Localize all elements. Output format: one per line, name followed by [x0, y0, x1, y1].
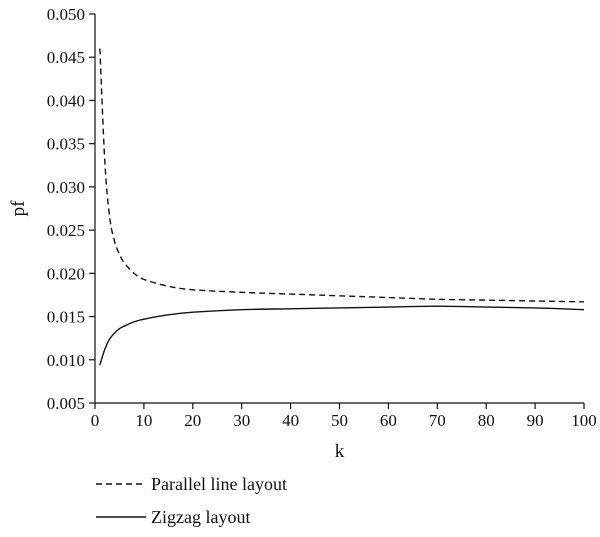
- y-tick-label: 0.030: [47, 178, 85, 197]
- y-tick-label: 0.020: [47, 264, 85, 283]
- y-axis-title: pf: [8, 200, 29, 217]
- y-tick-label: 0.025: [47, 221, 85, 240]
- y-tick-label: 0.040: [47, 91, 85, 110]
- y-tick-label: 0.010: [47, 351, 85, 370]
- series-zigzag-layout: [99, 305, 585, 366]
- x-axis-title: k: [335, 441, 345, 462]
- y-tick-label: 0.005: [47, 394, 85, 413]
- x-tick-label: 30: [233, 411, 250, 430]
- y-axis-ticks: 0.005 0.010 0.015 0.020 0.025 0.030 0.035 0.040…: [47, 5, 95, 413]
- x-axis-ticks: 0 10 20 30 40 50 60 70 80 90 100: [91, 403, 597, 430]
- y-tick-label: 0.045: [47, 48, 85, 67]
- legend-label-zigzag-layout: Zigzag layout: [151, 507, 250, 527]
- x-tick-label: 20: [184, 411, 201, 430]
- x-tick-label: 100: [571, 411, 597, 430]
- x-tick-label: 40: [282, 411, 299, 430]
- x-tick-label: 70: [429, 411, 446, 430]
- y-tick-label: 0.050: [47, 5, 85, 24]
- plot-area: [94, 14, 584, 404]
- y-tick-label: 0.035: [47, 135, 85, 154]
- y-tick-label: 0.015: [47, 308, 85, 327]
- x-tick-label: 0: [91, 411, 100, 430]
- series-parallel-line-layout: [99, 48, 585, 303]
- x-tick-label: 80: [478, 411, 495, 430]
- legend: Parallel line layout Zigzag layout: [96, 474, 287, 527]
- x-tick-label: 90: [527, 411, 544, 430]
- x-tick-label: 60: [380, 411, 397, 430]
- x-tick-label: 50: [331, 411, 348, 430]
- legend-label-parallel-line-layout: Parallel line layout: [151, 474, 287, 494]
- x-tick-label: 10: [135, 411, 152, 430]
- series-layer: [99, 48, 585, 366]
